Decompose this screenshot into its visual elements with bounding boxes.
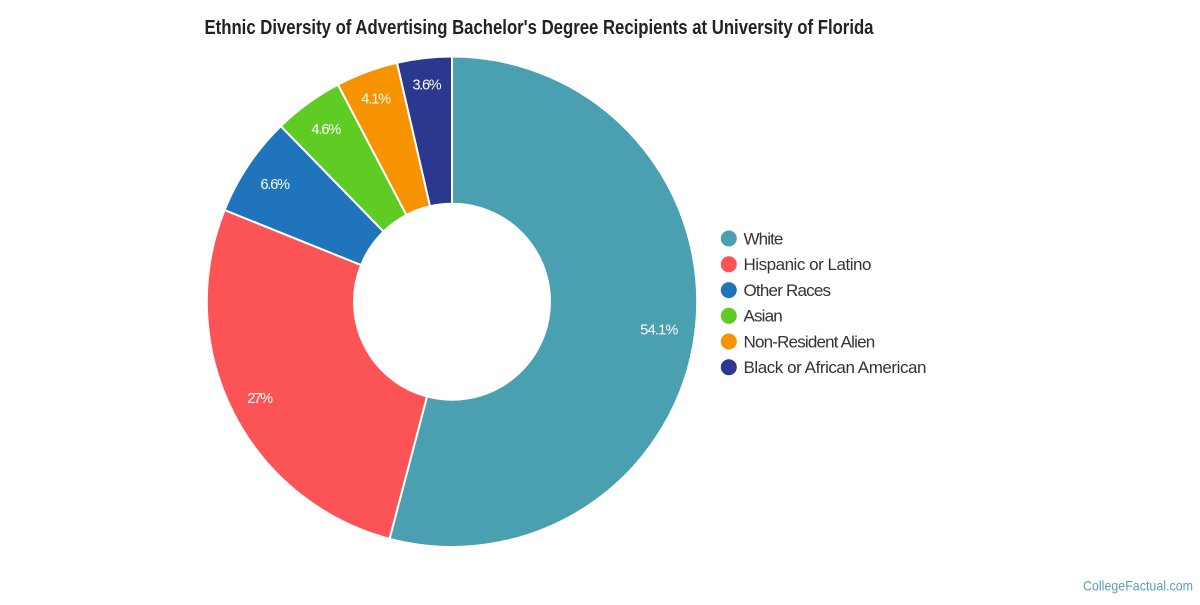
svg-text:CollegeFactual.com: CollegeFactual.com	[1083, 577, 1193, 593]
svg-text:Other Races: Other Races	[744, 281, 832, 300]
svg-text:Asian: Asian	[744, 307, 783, 326]
svg-text:Black or African American: Black or African American	[744, 358, 927, 377]
svg-text:54.1%: 54.1%	[640, 322, 678, 338]
svg-text:Ethnic Diversity of Advertisin: Ethnic Diversity of Advertising Bachelor…	[205, 17, 875, 39]
svg-text:4.1%: 4.1%	[361, 92, 391, 108]
svg-text:Hispanic or Latino: Hispanic or Latino	[744, 255, 872, 274]
svg-text:6.6%: 6.6%	[261, 177, 291, 193]
svg-text:4.6%: 4.6%	[311, 122, 341, 138]
svg-text:White: White	[744, 229, 784, 248]
svg-text:Non-Resident Alien: Non-Resident Alien	[744, 332, 876, 351]
svg-text:27%: 27%	[247, 391, 273, 407]
svg-text:3.6%: 3.6%	[413, 77, 442, 93]
